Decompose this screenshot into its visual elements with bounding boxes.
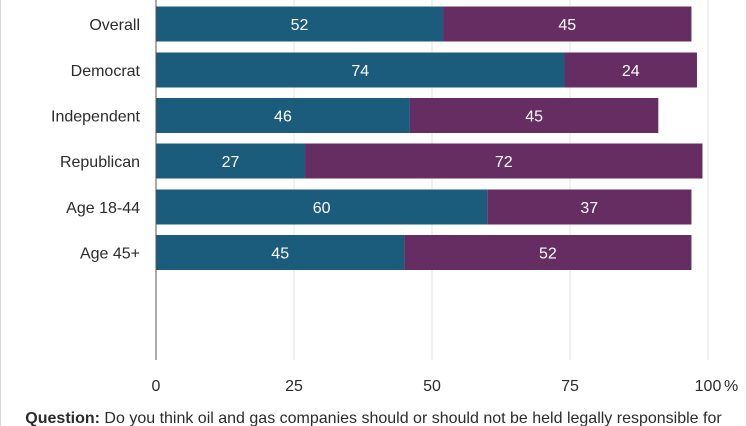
bar-age-45--series-2 (404, 235, 692, 270)
footnote-label: Question: (25, 410, 100, 426)
bar-value-label: 52 (539, 246, 557, 263)
bar-value-label: 24 (622, 63, 640, 80)
x-tick-label: 25 (285, 378, 303, 395)
bar-value-label: 45 (558, 17, 576, 34)
category-label: Age 45+ (80, 246, 140, 263)
bar-independent-series-1 (156, 98, 410, 133)
bar-value-label: 27 (222, 154, 240, 171)
bar-overall-series-2 (443, 6, 692, 42)
bar-age-45--series-1 (156, 235, 405, 270)
stacked-bar-chart: 52 45 Overall 74 24 Democrat 46 45 Independent 27… (51, 0, 738, 395)
x-tick-label: 50 (423, 378, 441, 395)
bar-value-label: 45 (271, 246, 289, 263)
bar-value-label: 52 (291, 17, 309, 34)
bar-republican-series-2 (305, 143, 703, 179)
category-label: Age 18-44 (66, 200, 140, 217)
bar-democrat-series-2 (564, 52, 697, 88)
bar-value-label: 46 (274, 109, 292, 126)
x-unit-label: % (724, 378, 738, 395)
category-label: Democrat (71, 63, 141, 80)
x-tick-label: 0 (152, 378, 161, 395)
category-label: Independent (51, 109, 141, 126)
bar-age-18-44-series-2 (487, 189, 692, 225)
x-tick-label: 100 (695, 378, 722, 395)
bar-value-label: 45 (525, 109, 543, 126)
bar-republican-series-1 (156, 143, 306, 179)
bar-value-label: 72 (495, 154, 513, 171)
bar-independent-series-2 (409, 98, 659, 133)
bar-democrat-series-1 (156, 52, 565, 88)
bar-value-label: 60 (313, 200, 331, 217)
bar-age-18-44-series-1 (156, 189, 488, 225)
footnote-text: Do you think oil and gas companies shoul… (104, 410, 722, 426)
footnote: Question: Do you think oil and gas compa… (0, 406, 747, 426)
bar-value-label: 37 (580, 200, 598, 217)
frame-left-border (0, 0, 1, 426)
bar-value-label: 74 (351, 63, 369, 80)
category-label: Overall (89, 17, 140, 34)
category-label: Republican (60, 154, 140, 171)
bar-overall-series-1 (156, 6, 444, 42)
x-tick-label: 75 (561, 378, 579, 395)
